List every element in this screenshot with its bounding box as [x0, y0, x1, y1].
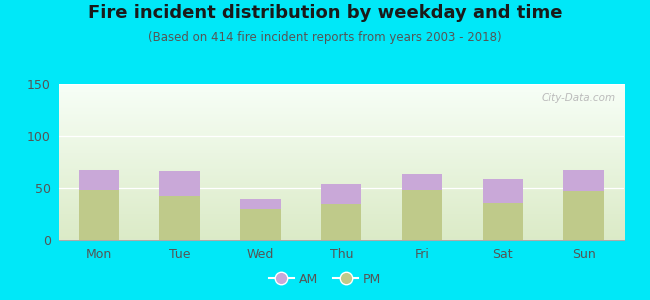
- Bar: [159, 196, 200, 240]
- Bar: [402, 190, 442, 240]
- Bar: [159, 171, 200, 196]
- Bar: [79, 190, 119, 240]
- Bar: [564, 170, 604, 191]
- Bar: [402, 175, 442, 190]
- Text: City-Data.com: City-Data.com: [541, 93, 616, 103]
- Bar: [321, 204, 361, 240]
- Text: Fire incident distribution by weekday and time: Fire incident distribution by weekday an…: [88, 4, 562, 22]
- Bar: [321, 184, 361, 204]
- Legend: AM, PM: AM, PM: [264, 268, 386, 291]
- Bar: [240, 209, 281, 240]
- Bar: [482, 178, 523, 203]
- Bar: [564, 191, 604, 240]
- Text: (Based on 414 fire incident reports from years 2003 - 2018): (Based on 414 fire incident reports from…: [148, 32, 502, 44]
- Bar: [482, 202, 523, 240]
- Bar: [240, 200, 281, 209]
- Bar: [79, 170, 119, 190]
